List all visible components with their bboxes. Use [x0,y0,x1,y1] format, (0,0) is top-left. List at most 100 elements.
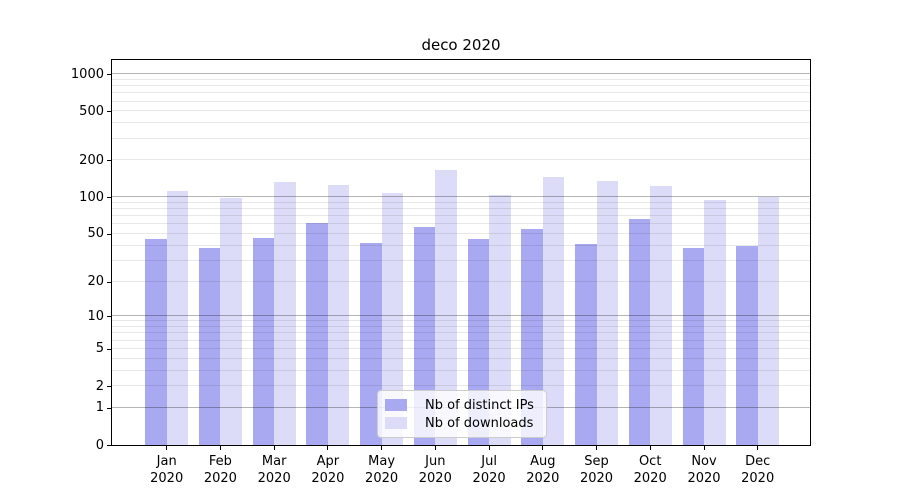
xtick-oct [649,446,651,450]
xtick-sep [596,446,597,450]
bar-downloads-sep [596,180,618,445]
legend-swatch-downloads [385,417,407,429]
legend-swatch-distinct-ips [385,399,407,411]
gridline-minor-8 [112,326,810,327]
xtick-label-dec: Dec 2020 [741,454,775,486]
ytick-1 [107,407,111,409]
gridline-minor-9 [112,320,810,322]
ytick-label-200: 200 [79,152,104,168]
legend: Nb of distinct IPs Nb of downloads [377,390,547,438]
xtick-mar [273,446,275,450]
bar-distinct-ips-may [360,243,382,445]
bar-distinct-ips-nov [682,248,704,445]
bar-distinct-ips-apr [306,223,328,445]
ytick-label-20: 20 [87,274,104,289]
bar-downloads-mar [274,182,296,445]
plot-area [111,59,811,446]
gridline-minor-500 [112,110,810,112]
ytick-label-2: 2 [95,378,104,394]
gridline-minor-70 [112,215,810,217]
xtick-may [381,446,383,450]
xtick-jan [166,446,168,450]
chart-title: deco 2020 [421,36,501,54]
bar-distinct-ips-feb [198,248,221,445]
xtick-jul [488,446,490,450]
gridline-minor-30 [112,259,810,261]
bar-downloads-jan [166,191,189,445]
gridline-minor-900 [112,78,810,80]
gridline-minor-90 [112,201,810,203]
xtick-aug [542,446,544,450]
xtick-label-may: May 2020 [365,454,399,486]
gridline-minor-50 [112,232,810,234]
gridline-minor-600 [112,100,810,102]
gridline-minor-4 [112,357,810,359]
gridline-minor-400 [112,122,810,124]
xtick-label-sep: Sep 2020 [579,454,614,486]
ytick-label-500: 500 [79,103,104,119]
gridline-minor-20 [112,280,810,282]
xtick-nov [703,446,705,450]
gridline-major-1000 [112,73,810,75]
ytick-label-1: 1 [95,400,104,416]
bar-downloads-aug [542,177,565,445]
ytick-label-10: 10 [87,308,104,324]
bar-downloads-apr [327,184,350,445]
ytick-200 [107,160,111,162]
ytick-2 [107,386,111,387]
gridline-minor-5 [112,347,810,349]
xtick-label-nov: Nov 2020 [687,454,721,486]
bar-distinct-ips-dec [736,245,758,445]
gridline-minor-2 [112,385,810,386]
ytick-label-0: 0 [95,437,104,453]
xtick-label-aug: Aug 2020 [526,454,560,486]
bar-downloads-feb [220,198,242,445]
bar-distinct-ips-sep [575,244,597,445]
bar-downloads-oct [650,186,672,445]
gridline-major-100 [112,196,810,198]
ytick-20 [107,281,111,283]
xtick-label-jul: Jul 2020 [472,454,506,486]
xtick-dec [757,446,759,450]
ytick-label-100: 100 [79,189,104,205]
gridline-minor-200 [112,159,810,161]
gridline-minor-40 [112,244,810,246]
legend-item-distinct-ips: Nb of distinct IPs [385,397,537,413]
gridline-minor-6 [112,339,810,341]
ytick-500 [107,111,111,113]
ytick-100 [107,197,111,199]
gridline-minor-700 [112,92,810,94]
xtick-label-oct: Oct 2020 [633,454,667,486]
xtick-label-feb: Feb 2020 [203,454,237,486]
ytick-10 [107,316,111,318]
gridline-minor-300 [112,137,810,139]
bar-downloads-jun [435,169,457,445]
gridline-minor-60 [112,223,810,225]
ytick-label-50: 50 [87,226,104,242]
xtick-label-apr: Apr 2020 [311,454,345,486]
legend-label-downloads: Nb of downloads [425,415,534,431]
bar-distinct-ips-mar [252,238,275,445]
ytick-label-1000: 1000 [70,66,104,82]
bar-distinct-ips-jan [145,239,167,445]
ytick-5 [107,348,111,350]
gridline-minor-800 [112,85,810,86]
xtick-jun [434,446,436,450]
legend-label-distinct-ips: Nb of distinct IPs [425,397,534,413]
ytick-50 [107,233,111,235]
bar-downloads-may [381,193,404,445]
bar-downloads-dec [757,197,780,445]
gridline-minor-7 [112,332,810,334]
xtick-label-mar: Mar 2020 [257,454,291,486]
ytick-0 [107,445,111,446]
bar-downloads-nov [704,199,726,445]
gridline-major-10 [112,315,810,317]
gridline-minor-80 [112,208,810,210]
ytick-label-5: 5 [95,341,104,357]
ytick-1000 [107,74,111,76]
xtick-label-jun: Jun 2020 [418,454,452,486]
gridline-minor-3 [112,369,810,371]
xtick-label-jan: Jan 2020 [150,454,184,486]
xtick-apr [327,446,329,450]
